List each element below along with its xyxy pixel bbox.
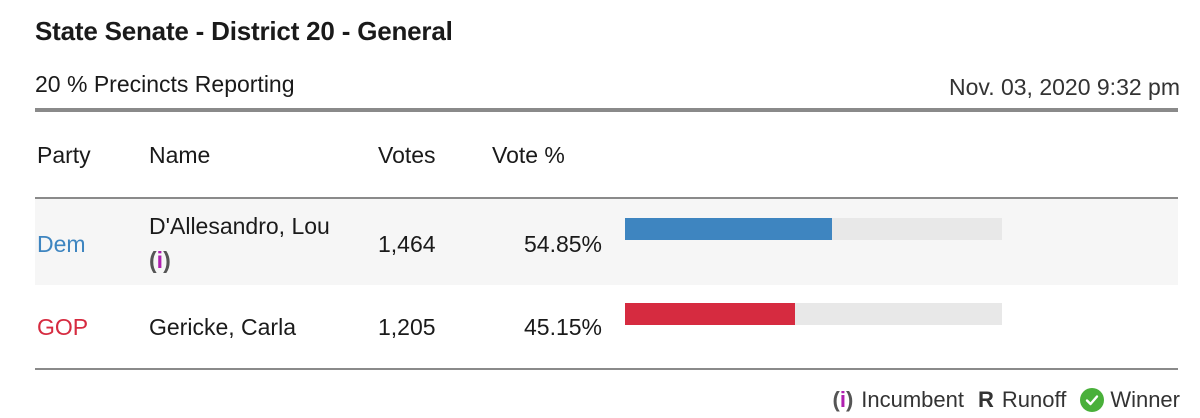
vote-percent-column-header: Vote % <box>492 142 565 168</box>
vote-count: 1,464 <box>378 231 436 257</box>
vote-percent: 54.85% <box>524 231 603 257</box>
legend-runoff: R Runoff <box>978 387 1066 413</box>
vote-percent: 45.15% <box>524 314 603 340</box>
legend-incumbent: (i) Incumbent <box>832 387 964 413</box>
vote-share-bar <box>625 303 1002 325</box>
candidate-name: D'Allesandro, Lou <box>149 213 330 239</box>
incumbent-letter: i <box>839 387 846 412</box>
runoff-icon: R <box>978 387 994 412</box>
candidate-name: Gericke, Carla <box>149 314 296 340</box>
table-footer-divider <box>35 368 1178 370</box>
results-legend: (i) Incumbent R Runoff Winner <box>818 387 1180 413</box>
header-divider <box>35 108 1178 112</box>
winner-check-icon <box>1080 388 1105 412</box>
table-header-divider <box>35 197 1178 199</box>
incumbent-letter: i <box>156 247 164 273</box>
name-column-header: Name <box>149 142 211 168</box>
vote-share-bar <box>625 218 1002 240</box>
vote-share-fill <box>625 303 796 325</box>
votes-column-header: Votes <box>378 142 436 168</box>
update-timestamp: Nov. 03, 2020 9:32 pm <box>949 74 1180 100</box>
incumbent-icon: (i) <box>832 387 854 412</box>
incumbent-icon: (i) <box>149 247 171 273</box>
vote-share-fill <box>625 218 832 240</box>
legend-winner: Winner <box>1080 387 1180 413</box>
party-column-header: Party <box>37 142 91 168</box>
race-title: State Senate - District 20 - General <box>35 16 453 46</box>
precincts-reporting: 20 % Precincts Reporting <box>35 71 295 97</box>
party-label: GOP <box>37 314 89 340</box>
legend-runoff-label: Runoff <box>1001 387 1067 412</box>
legend-incumbent-label: Incumbent <box>861 387 964 412</box>
candidate-row-gop: GOP Gericke, Carla 1,205 45.15% <box>35 285 1178 367</box>
legend-winner-label: Winner <box>1110 387 1180 412</box>
candidate-row-dem: Dem D'Allesandro, Lou (i) 1,464 54.85% <box>35 199 1178 285</box>
vote-count: 1,205 <box>378 314 436 340</box>
party-label: Dem <box>37 231 86 257</box>
